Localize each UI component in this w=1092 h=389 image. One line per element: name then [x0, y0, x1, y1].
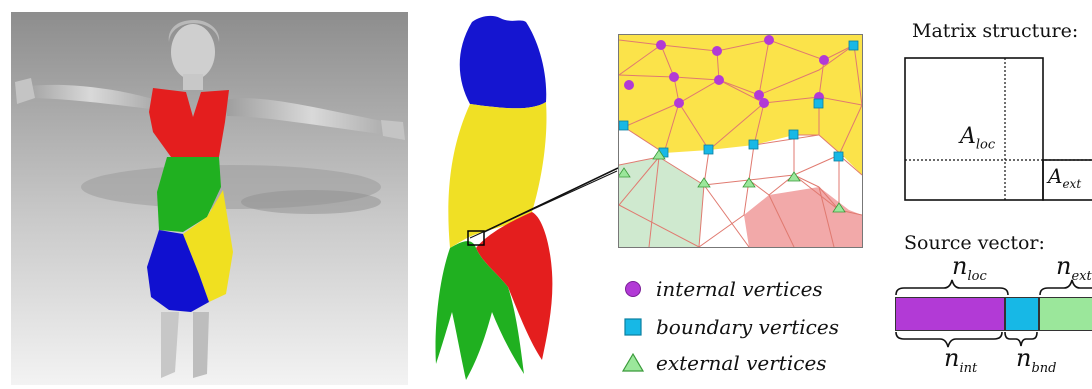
garment-partition-panel [420, 12, 595, 385]
n-int-label: nint [944, 344, 978, 376]
matrix-structure-title: Matrix structure: [912, 20, 1079, 42]
source-vector-bar [895, 297, 1092, 331]
n-loc-label: nloc [952, 252, 987, 284]
a-ext-label: Aext [1048, 164, 1082, 191]
legend-boundary-label: boundary vertices [656, 315, 839, 339]
source-vector-braces [895, 279, 1092, 348]
vector-external-segment [1039, 297, 1092, 331]
n-bnd-label: nbnd [1016, 344, 1057, 376]
mesh-zoom-panel [618, 34, 863, 248]
matrix-structure-diagram [904, 57, 1092, 201]
a-loc-label: Aloc [960, 124, 996, 153]
green-triangle-icon [621, 352, 645, 372]
n-ext-label: next [1056, 252, 1092, 284]
mesh-external-vertices [619, 149, 846, 213]
legend-internal-label: internal vertices [656, 277, 823, 301]
legend-external-label: external vertices [656, 351, 827, 375]
character-render-image [11, 12, 408, 385]
mesh-zoom-image [619, 35, 862, 247]
purple-circle-icon [625, 281, 641, 297]
garment-partition-image [435, 15, 553, 380]
vector-boundary-segment [1005, 297, 1039, 331]
vector-internal-segment [895, 297, 1005, 331]
cyan-square-icon [624, 318, 642, 336]
mesh-boundary-vertices [619, 40, 859, 162]
character-render-panel [11, 12, 408, 385]
source-vector-title: Source vector: [904, 232, 1045, 254]
